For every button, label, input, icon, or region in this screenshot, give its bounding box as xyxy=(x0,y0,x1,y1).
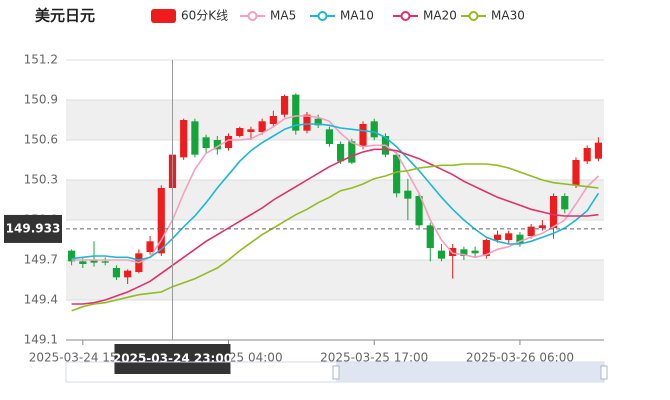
ma-line xyxy=(71,123,600,261)
ma-line xyxy=(71,163,599,312)
x-tick-label: 2025-03-25 17:00 xyxy=(320,351,428,365)
y-tick-label: 150.3 xyxy=(24,173,58,187)
legend-label: 60分K线 xyxy=(181,9,228,23)
candle-body xyxy=(269,116,277,124)
crosshair-y-label: 149.933 xyxy=(6,221,61,235)
grid-band xyxy=(66,180,604,220)
zoom-selection xyxy=(336,362,604,382)
y-tick-label: 149.1 xyxy=(24,333,58,347)
candle-body xyxy=(180,120,188,158)
candle-body xyxy=(493,234,502,240)
candle-body xyxy=(561,196,569,210)
legend-label: MA10 xyxy=(340,9,374,23)
x-tick-label: 2025-03-24 15:00 xyxy=(29,351,137,365)
candle-body xyxy=(236,128,244,136)
candle-body xyxy=(527,226,535,236)
zoom-handle xyxy=(332,365,340,380)
x-tick-label: 2025-03-26 06:00 xyxy=(466,351,574,365)
legend-label: MA20 xyxy=(423,9,457,23)
y-tick-label: 150.6 xyxy=(24,133,58,147)
candle-body xyxy=(112,268,121,278)
candle-body xyxy=(538,225,546,228)
candle-body xyxy=(101,261,109,263)
candle-body xyxy=(146,241,154,252)
crosshair-x-label: 2025-03-24 23:00 xyxy=(113,352,232,366)
candle-body xyxy=(449,248,457,256)
legend-swatch xyxy=(400,11,411,21)
candle-body xyxy=(325,129,333,144)
legend-swatch xyxy=(468,11,479,21)
y-tick-label: 150.9 xyxy=(24,93,58,107)
crosshair-x-box xyxy=(114,344,231,374)
candle-body xyxy=(359,124,367,147)
plot-area xyxy=(68,93,602,312)
candle-body xyxy=(247,129,255,132)
candle-body xyxy=(191,121,199,155)
candle-body xyxy=(90,260,98,263)
candle-body xyxy=(460,249,468,256)
zoom-handle xyxy=(600,365,608,380)
candle-body xyxy=(213,140,221,150)
candle-body xyxy=(348,141,356,163)
candle-body xyxy=(505,233,513,240)
candle-body xyxy=(280,96,289,115)
candle-body xyxy=(437,250,446,259)
candle-body xyxy=(292,94,300,131)
candle-body xyxy=(370,121,378,138)
candle-body xyxy=(482,240,490,256)
candle-body xyxy=(415,196,423,226)
candle-body xyxy=(549,196,558,228)
ma-line xyxy=(71,148,599,305)
y-tick-label: 149.7 xyxy=(24,253,58,267)
candle-body xyxy=(124,270,132,278)
candle-body xyxy=(224,136,233,148)
candle-body xyxy=(426,225,434,248)
candle-body xyxy=(303,114,311,131)
candle-body xyxy=(393,154,401,194)
candle-body xyxy=(404,190,412,199)
y-tick-label: 151.2 xyxy=(24,53,58,67)
candle-body xyxy=(157,188,165,254)
chart-title: 美元日元 xyxy=(35,7,95,25)
legend-label: MA5 xyxy=(270,9,296,23)
candle-body xyxy=(471,250,479,254)
candle-body xyxy=(516,234,524,244)
candle-body xyxy=(572,160,580,186)
grid-bands xyxy=(66,100,604,300)
candle-body xyxy=(202,137,210,148)
candle-body xyxy=(314,118,322,126)
legend-swatch xyxy=(247,11,258,21)
candle-body xyxy=(337,144,345,162)
candle-body xyxy=(68,250,76,262)
candle-body xyxy=(79,261,87,264)
grid-band xyxy=(66,100,604,140)
candle-body xyxy=(583,148,591,162)
y-tick-label: 149.4 xyxy=(24,293,58,307)
legend-swatch xyxy=(317,11,328,21)
crosshair-y-box xyxy=(4,214,62,243)
candle-body xyxy=(594,142,602,159)
legend-swatch xyxy=(151,9,176,23)
legend-label: MA30 xyxy=(491,9,525,23)
candle-body xyxy=(258,121,266,132)
